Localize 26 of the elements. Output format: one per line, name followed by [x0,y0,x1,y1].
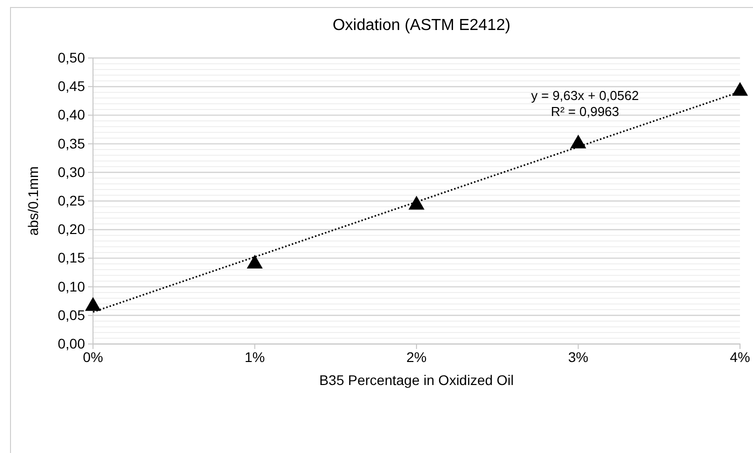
x-axis-title: B35 Percentage in Oxidized Oil [319,372,514,388]
y-tick-label: 0,10 [58,278,86,294]
x-tick-label: 4% [730,348,750,365]
y-axis-title: abs/0.1mm [25,166,41,236]
y-tick-label: 0,05 [58,306,86,323]
point [246,254,263,269]
y-tick-label: 0,15 [58,250,86,266]
x-tick-label: 1% [244,348,265,365]
y-tick-label: 0,20 [58,221,86,238]
chart-title: Oxidation (ASTM E2412) [332,17,510,34]
point [85,297,101,311]
x-tick-label: 0% [82,348,104,365]
y-tick-label: 0,45 [58,78,86,94]
y-tick-label: 0,30 [58,164,86,180]
annotation: y = 9,63x + 0,0562 [531,88,639,103]
annotation: R² = 0,9963 [550,104,620,119]
y-tick-label: 0,00 [58,335,86,352]
y-tick-label: 0,50 [58,49,86,66]
point [408,196,424,210]
point [570,134,586,148]
x-tick-label: 3% [568,348,588,365]
point [732,82,748,96]
x-tick-label: 2% [406,348,427,365]
y-tick-label: 0,25 [58,192,86,208]
y-tick-label: 0,35 [58,135,86,152]
y-tick-label: 0,40 [58,106,86,123]
